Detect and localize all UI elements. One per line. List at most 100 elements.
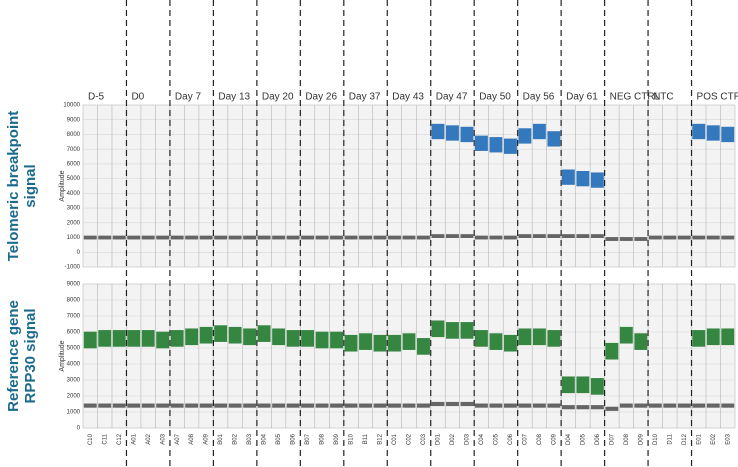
panel-title: RPP30 signal [22, 308, 39, 403]
droplet-cluster [532, 123, 546, 140]
group-label: D0 [131, 92, 144, 103]
droplet-cluster [518, 328, 532, 346]
droplet-cluster [692, 403, 706, 408]
well-label: C08 [537, 433, 543, 445]
droplet-cluster [170, 330, 184, 347]
droplet-cluster [417, 403, 430, 408]
droplet-cluster [373, 235, 387, 240]
group-label: D-5 [88, 92, 105, 103]
droplet-cluster [156, 235, 170, 240]
well-label: B07 [305, 433, 311, 444]
droplet-cluster [547, 403, 561, 408]
y-tick-label: -1000 [65, 265, 81, 271]
droplet-cluster [619, 326, 633, 344]
well-label: C02 [407, 433, 413, 445]
droplet-cluster [576, 170, 590, 187]
droplet-cluster [532, 403, 546, 408]
y-tick-label: 5000 [67, 176, 81, 182]
droplet-cluster [489, 333, 503, 350]
droplet-cluster [634, 237, 648, 241]
droplet-cluster [721, 126, 735, 143]
droplet-cluster [590, 378, 604, 395]
y-tick-label: 7000 [67, 314, 81, 320]
droplet-cluster [721, 328, 735, 346]
droplet-cluster [503, 403, 517, 408]
droplet-cluster [692, 235, 706, 240]
well-label: D09 [638, 433, 644, 445]
droplet-cluster [460, 234, 474, 238]
droplet-cluster [388, 235, 401, 240]
droplet-cluster [721, 403, 735, 408]
well-label: C06 [508, 433, 514, 445]
well-label: B05 [276, 433, 282, 444]
well-label: E02 [711, 433, 717, 444]
droplet-cluster [460, 322, 474, 339]
droplet-cluster [199, 235, 213, 240]
well-label: A01 [131, 433, 137, 444]
well-label: C04 [479, 433, 485, 445]
droplet-cluster [185, 328, 199, 346]
y-axis-label: Amplitude [59, 170, 66, 201]
well-label: C10 [88, 433, 94, 445]
droplet-cluster [576, 376, 590, 394]
droplet-cluster [112, 235, 126, 240]
well-label: C03 [421, 433, 427, 445]
droplet-cluster [170, 235, 184, 240]
droplet-cluster [199, 403, 213, 408]
droplet-cluster [373, 334, 387, 352]
droplet-cluster [605, 342, 619, 360]
droplet-cluster [141, 330, 155, 347]
well-label: B01 [218, 433, 224, 444]
droplet-cluster [489, 403, 503, 408]
well-label: B03 [247, 433, 253, 444]
droplet-cluster [402, 235, 416, 240]
well-label: D08 [624, 433, 630, 445]
y-tick-label: 8000 [67, 298, 81, 304]
droplet-cluster [156, 331, 170, 349]
y-tick-label: 1000 [67, 410, 81, 416]
droplet-cluster [214, 325, 228, 342]
droplet-cluster [475, 403, 488, 408]
droplet-cluster [170, 403, 184, 408]
droplet-cluster [446, 401, 459, 407]
well-label: B12 [378, 433, 384, 444]
droplet-cluster [272, 328, 286, 346]
well-label: A03 [160, 433, 166, 444]
droplet-cluster [214, 403, 228, 408]
well-label: D01 [436, 433, 442, 445]
droplet-cluster [301, 403, 315, 408]
droplet-cluster [692, 330, 706, 347]
droplet-cluster [590, 172, 604, 188]
droplet-cluster [388, 334, 401, 352]
droplet-cluster [446, 234, 459, 238]
plot-area [82, 104, 736, 268]
well-label: C11 [102, 433, 108, 444]
droplet-cluster [692, 123, 706, 140]
y-tick-label: 8000 [67, 132, 81, 138]
group-label: NTC [653, 92, 674, 103]
droplet-cluster [185, 235, 199, 240]
droplet-cluster [315, 235, 329, 240]
droplet-cluster [315, 403, 329, 408]
y-tick-label: 0 [77, 250, 81, 256]
well-label: E03 [725, 433, 731, 444]
droplet-cluster [344, 403, 358, 408]
well-label: D03 [465, 433, 471, 445]
well-label: C01 [392, 433, 398, 445]
y-tick-label: 2000 [67, 394, 81, 400]
droplet-cluster [243, 403, 257, 408]
y-tick-label: 10000 [63, 103, 80, 109]
droplet-cluster [228, 235, 242, 240]
panel-title: Reference gene [5, 300, 22, 412]
droplet-cluster [634, 333, 648, 350]
droplet-cluster [330, 403, 343, 408]
well-label: B11 [363, 433, 369, 444]
panel-title: Telomeric breakpoint [5, 111, 22, 262]
droplet-cluster [561, 376, 575, 394]
well-label: D07 [609, 433, 615, 445]
y-axis-label: Amplitude [59, 340, 66, 371]
well-label: B04 [262, 433, 268, 444]
droplet-cluster [460, 126, 474, 143]
droplet-cluster [518, 403, 532, 408]
